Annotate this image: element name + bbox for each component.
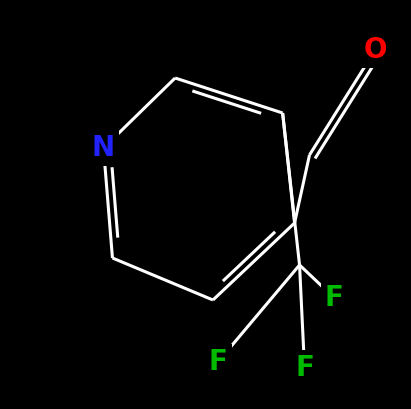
Text: F: F (208, 348, 227, 376)
Text: F: F (295, 354, 314, 382)
Text: F: F (325, 284, 344, 312)
Text: O: O (363, 36, 387, 64)
Text: N: N (92, 134, 115, 162)
